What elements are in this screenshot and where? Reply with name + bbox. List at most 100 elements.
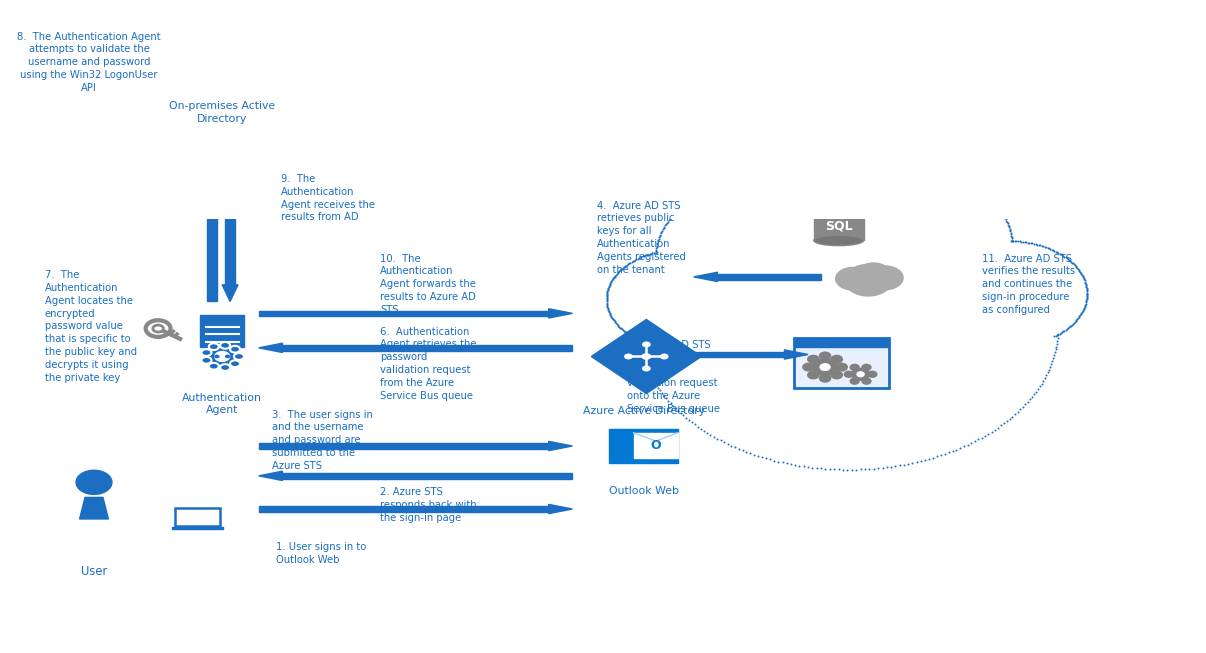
Point (634, 337, 654, 347)
Point (865, 464, 884, 474)
Polygon shape (639, 188, 1058, 470)
Point (1076, 300, 1095, 310)
Point (598, 302, 617, 312)
Point (1072, 307, 1091, 317)
Circle shape (201, 357, 211, 364)
Point (1077, 292, 1096, 302)
Point (1071, 267, 1090, 278)
Point (597, 291, 616, 302)
Circle shape (862, 378, 871, 384)
Point (1048, 330, 1067, 340)
Point (895, 460, 914, 470)
Circle shape (844, 372, 853, 377)
Point (651, 227, 671, 237)
Polygon shape (607, 249, 753, 348)
Point (947, 444, 966, 454)
Point (1060, 321, 1079, 332)
Point (599, 281, 619, 291)
Point (1018, 237, 1037, 247)
Point (937, 175, 956, 185)
Point (597, 295, 616, 306)
Point (1076, 298, 1095, 309)
Text: 7.  The
Authentication
Agent locates the
encrypted
password value
that is specif: 7. The Authentication Agent locates the … (45, 270, 136, 383)
Point (697, 189, 716, 200)
Point (626, 332, 645, 343)
Point (615, 326, 634, 337)
Point (604, 314, 624, 325)
Point (655, 390, 674, 401)
Point (728, 182, 748, 193)
Circle shape (642, 342, 651, 347)
Point (806, 151, 825, 161)
Point (709, 186, 728, 197)
Point (598, 286, 617, 296)
Point (665, 209, 684, 219)
Point (771, 159, 790, 169)
Circle shape (215, 351, 229, 361)
Point (601, 278, 620, 289)
Point (826, 150, 845, 160)
Circle shape (642, 366, 651, 372)
Point (1006, 409, 1025, 419)
Point (652, 225, 672, 236)
Circle shape (207, 347, 236, 366)
Point (979, 195, 999, 205)
Point (902, 170, 921, 181)
Point (839, 150, 859, 161)
Point (643, 374, 662, 385)
Point (1077, 284, 1096, 295)
Point (1073, 272, 1093, 283)
Point (1075, 274, 1094, 285)
Point (1029, 384, 1048, 394)
Point (713, 185, 732, 195)
Point (681, 197, 701, 207)
Point (607, 319, 626, 329)
Point (620, 329, 639, 340)
Point (1070, 266, 1089, 276)
Point (1052, 249, 1071, 260)
Point (1073, 271, 1093, 281)
Point (649, 232, 668, 242)
Point (1000, 222, 1019, 232)
Point (648, 238, 667, 248)
Point (833, 464, 853, 475)
Point (880, 160, 900, 170)
FancyBboxPatch shape (175, 508, 219, 526)
Point (701, 188, 720, 199)
Point (607, 318, 626, 328)
Point (1038, 367, 1058, 377)
Polygon shape (259, 471, 282, 481)
Point (632, 343, 651, 353)
Point (851, 464, 871, 475)
Polygon shape (813, 176, 1012, 310)
Point (730, 443, 749, 454)
Point (597, 288, 616, 298)
Point (941, 176, 960, 186)
Point (704, 432, 724, 442)
Point (1077, 281, 1096, 291)
Point (654, 223, 673, 233)
Point (1077, 296, 1096, 307)
Point (737, 447, 756, 457)
Point (619, 259, 638, 269)
Circle shape (642, 353, 651, 360)
Point (749, 451, 768, 461)
Circle shape (219, 364, 230, 371)
Ellipse shape (814, 235, 863, 246)
Point (980, 196, 1000, 206)
Point (798, 462, 818, 472)
Point (777, 458, 796, 469)
Point (877, 159, 896, 169)
Point (597, 293, 616, 304)
Point (873, 157, 892, 168)
Point (1056, 252, 1076, 263)
Point (889, 163, 908, 174)
FancyBboxPatch shape (795, 338, 889, 347)
Point (1048, 247, 1067, 257)
Point (646, 247, 666, 258)
Polygon shape (591, 319, 702, 394)
Point (754, 167, 773, 178)
Point (1042, 244, 1061, 255)
Point (1077, 287, 1096, 298)
Point (656, 393, 675, 404)
